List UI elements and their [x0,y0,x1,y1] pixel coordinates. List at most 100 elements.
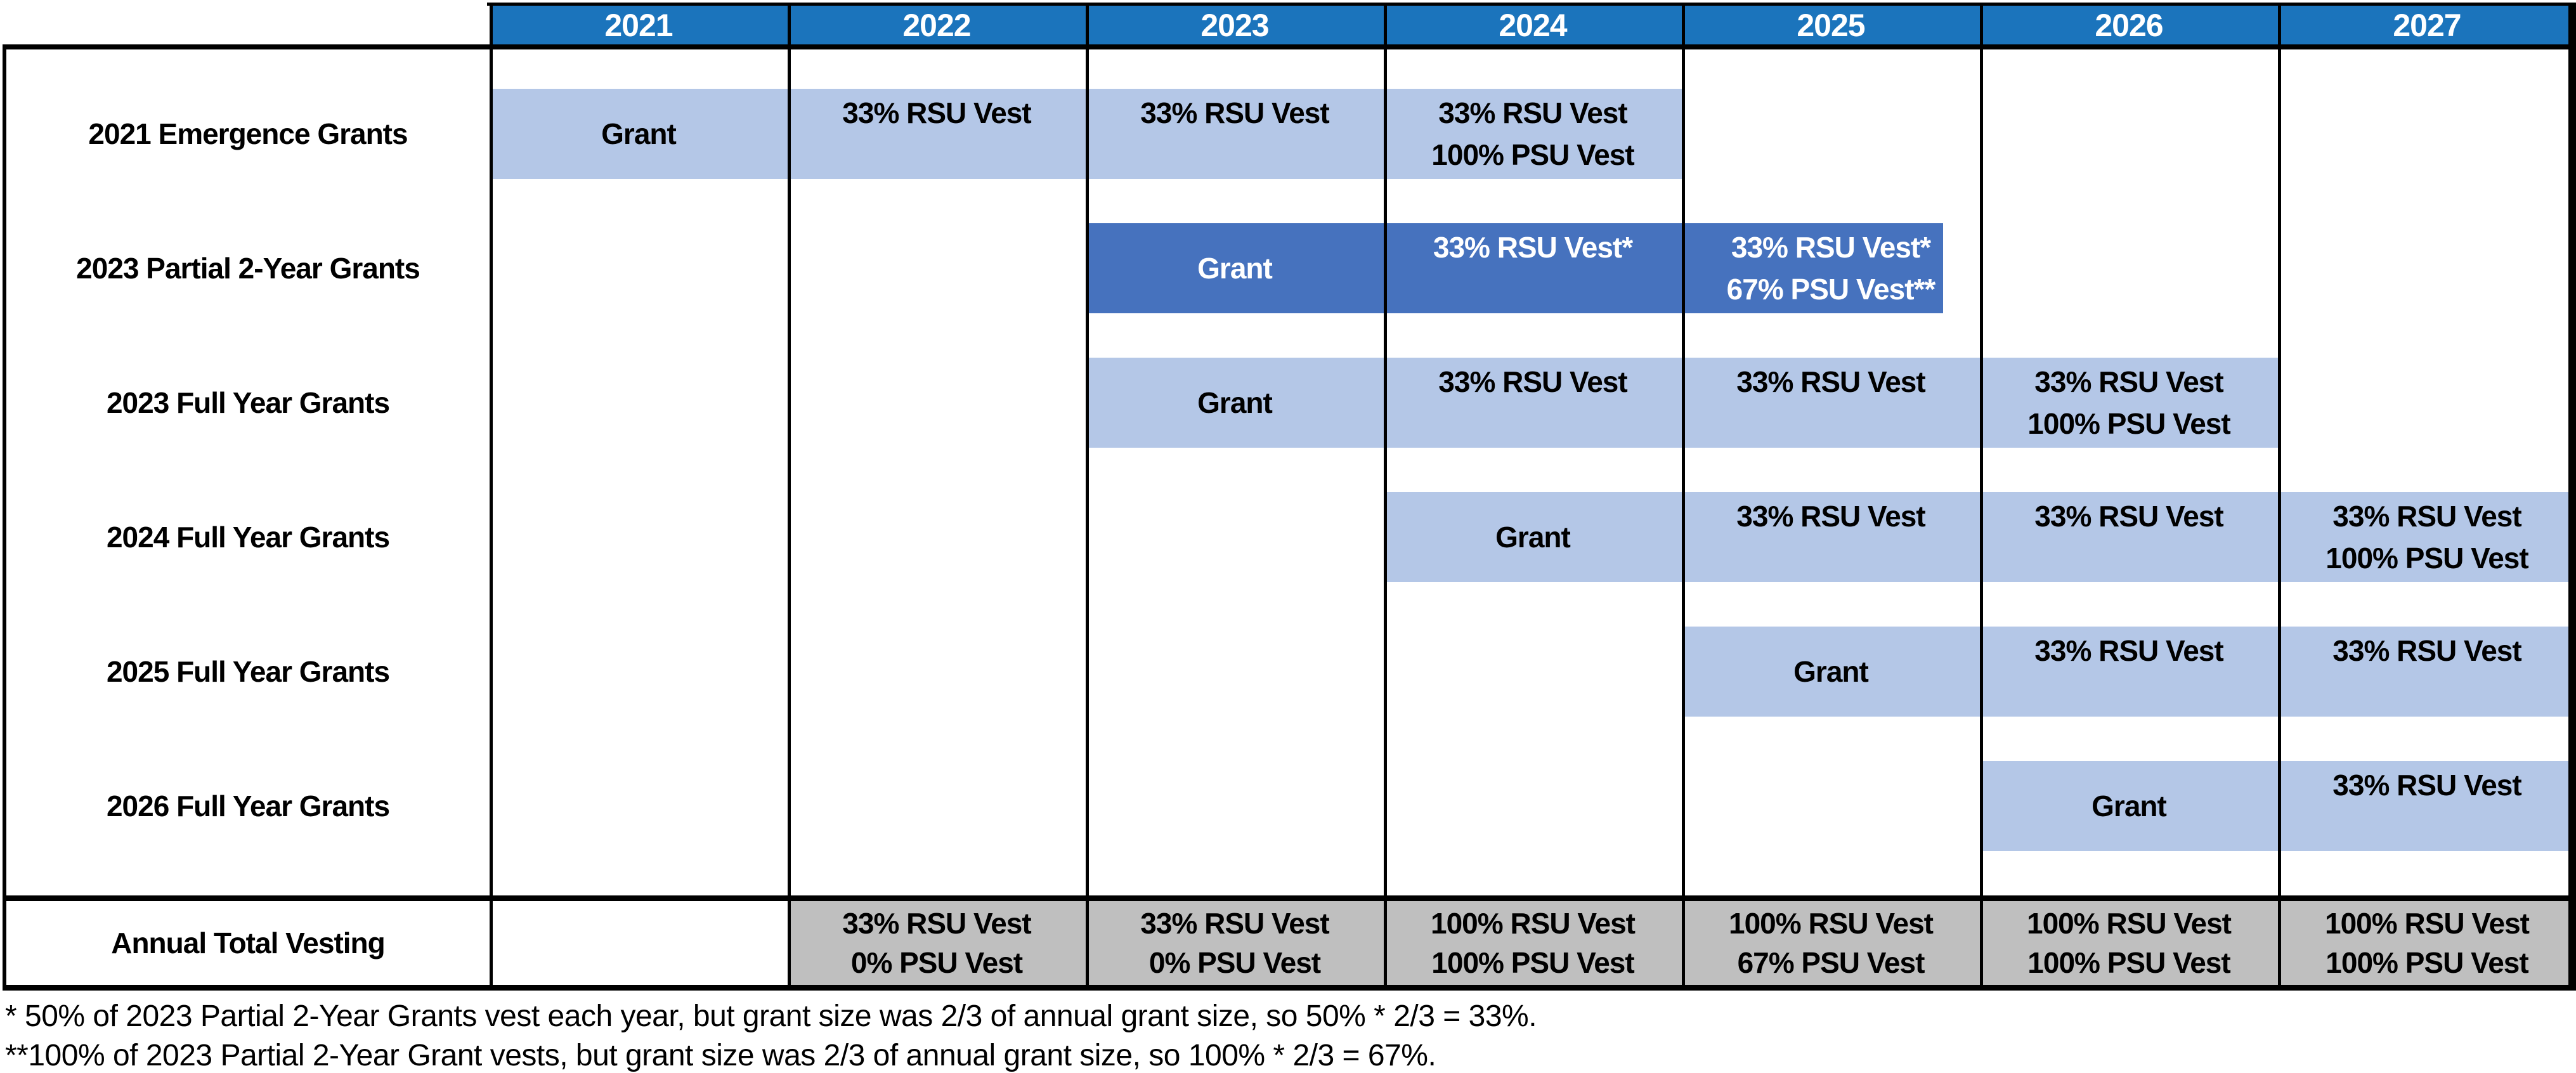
annual-total-label: Annual Total Vesting [111,927,386,959]
row-label: 2026 Full Year Grants [106,790,390,823]
annual-total-line: 100% PSU Vest [2027,946,2230,979]
annual-total-cell: 33% RSU Vest 0% PSU Vest [788,901,1086,985]
band-cell-line: 33% RSU Vest* [1433,231,1633,264]
year-header-2026: 2026 [2095,7,2163,43]
band-cell-line: 33% RSU Vest [2034,500,2223,533]
annual-total-cell-background [1384,901,1682,985]
band-cell: Grant [1980,761,2278,851]
row-label: 2023 Full Year Grants [106,386,390,419]
band-cell: 33% RSU Vest 100% PSU Vest [1980,358,2278,448]
band-cell-line: 33% RSU Vest [842,96,1031,129]
annual-total-cell-background [1980,901,2278,985]
band-cell: 33% RSU Vest [1384,358,1682,448]
band-cell: Grant [1086,223,1384,313]
band-cell: 33% RSU Vest [2278,761,2576,851]
annual-total-cell: 100% RSU Vest 100% PSU Vest [1384,901,1682,985]
column-border-2027 [2278,3,2281,991]
band-cell-line: 33% RSU Vest [1438,96,1627,129]
column-border-2025 [1682,3,1685,991]
band-cell-line: 33% RSU Vest [2034,634,2223,667]
row-label: 2024 Full Year Grants [106,521,390,554]
column-border-2024 [1384,3,1387,991]
band-cell-line: 33% RSU Vest [2332,634,2521,667]
annual-total-line: 33% RSU Vest [842,907,1031,940]
annual-total-line: 33% RSU Vest [1140,907,1329,940]
column-border-2026 [1980,3,1983,991]
column-border-2023 [1086,3,1089,991]
label-column-left-border [3,44,6,991]
total-row-bottom-border [3,985,2576,991]
band-cell-line: 33% RSU Vest [2332,769,2521,802]
annual-total-line: 100% PSU Vest [1431,946,1634,979]
annual-total-line: 100% PSU Vest [2326,946,2528,979]
row-label: 2021 Emergence Grants [88,117,408,150]
annual-total-line: 100% RSU Vest [2325,907,2530,940]
header-top-border [487,3,2576,6]
year-header-2027: 2027 [2393,7,2461,43]
year-header-background [490,6,2576,44]
annual-total-line: 100% RSU Vest [1431,907,1636,940]
year-header-2023: 2023 [1200,7,1269,43]
band-cell: Grant [1682,627,1980,717]
band-cell: 33% RSU Vest [1682,492,1980,582]
annual-total-cell: 100% RSU Vest 100% PSU Vest [2278,901,2576,985]
annual-total-cell-background [2278,901,2576,985]
annual-total-line: 0% PSU Vest [850,946,1023,979]
band-cell: 33% RSU Vest 100% PSU Vest [2278,492,2576,582]
column-border-2021 [490,3,493,991]
annual-total-cell: 100% RSU Vest 100% PSU Vest [1980,901,2278,985]
annual-total-cell-background [1086,901,1384,985]
band-cell-line: Grant [2091,790,2167,823]
band-cell: 33% RSU Vest* 67% PSU Vest** [1682,223,1980,313]
footnote-2: **100% of 2023 Partial 2-Year Grant vest… [5,1039,1436,1072]
year-header-2025: 2025 [1797,7,1865,43]
total-row-top-border [3,895,2576,901]
band-cell: 33% RSU Vest [1086,89,1384,179]
band-cell-line: 100% PSU Vest [2027,407,2230,440]
band-cell: 33% RSU Vest [1682,358,1980,448]
band-cell: 33% RSU Vest [2278,627,2576,717]
band-cell: Grant [1086,358,1384,448]
vesting-band [1086,223,1943,313]
table-right-border [2568,3,2576,991]
year-header-2022: 2022 [902,7,971,43]
annual-total-line: 100% RSU Vest [2027,907,2232,940]
band-cell-line: 100% PSU Vest [2326,542,2528,575]
year-header-2024: 2024 [1499,7,1567,43]
band-cell-line: 33% RSU Vest [1140,96,1329,129]
band-cell: Grant [1384,492,1682,582]
row-label: 2025 Full Year Grants [106,655,390,688]
band-cell: 33% RSU Vest [788,89,1086,179]
annual-total-cell: 100% RSU Vest 67% PSU Vest [1682,901,1980,985]
band-cell-line: 33% RSU Vest* [1731,231,1931,264]
annual-total-line: 0% PSU Vest [1148,946,1321,979]
band-cell-line: 33% RSU Vest [2034,365,2223,398]
band-cell-line: Grant [1495,521,1571,554]
vesting-band [1682,627,2576,717]
footnote-1: * 50% of 2023 Partial 2-Year Grants vest… [5,999,1537,1033]
band-cell: 33% RSU Vest 100% PSU Vest [1384,89,1682,179]
band-cell-line: 100% PSU Vest [1431,138,1634,171]
band-cell-line: Grant [1793,655,1869,688]
year-header-2021: 2021 [604,7,673,43]
band-cell-line: Grant [1197,252,1273,285]
band-cell-line: 33% RSU Vest [1736,500,1925,533]
band-cell-line: 33% RSU Vest [2332,500,2521,533]
annual-total-line: 100% RSU Vest [1729,907,1934,940]
band-cell-line: 33% RSU Vest [1438,365,1627,398]
annual-total-cell-background [1682,901,1980,985]
annual-total-line: 67% PSU Vest [1737,946,1925,979]
band-cell-line: 33% RSU Vest [1736,365,1925,398]
annual-total-cell: 33% RSU Vest 0% PSU Vest [1086,901,1384,985]
band-cell: 33% RSU Vest [1980,627,2278,717]
column-border-2022 [788,3,791,991]
band-cell: 33% RSU Vest [1980,492,2278,582]
band-cell-line: Grant [601,117,677,150]
band-cell-line: Grant [1197,386,1273,419]
band-cell: Grant [490,89,788,179]
header-bottom-border [3,44,2576,49]
row-label: 2023 Partial 2-Year Grants [76,252,420,285]
annual-total-cell-background [788,901,1086,985]
band-cell-line: 67% PSU Vest** [1726,273,1936,306]
